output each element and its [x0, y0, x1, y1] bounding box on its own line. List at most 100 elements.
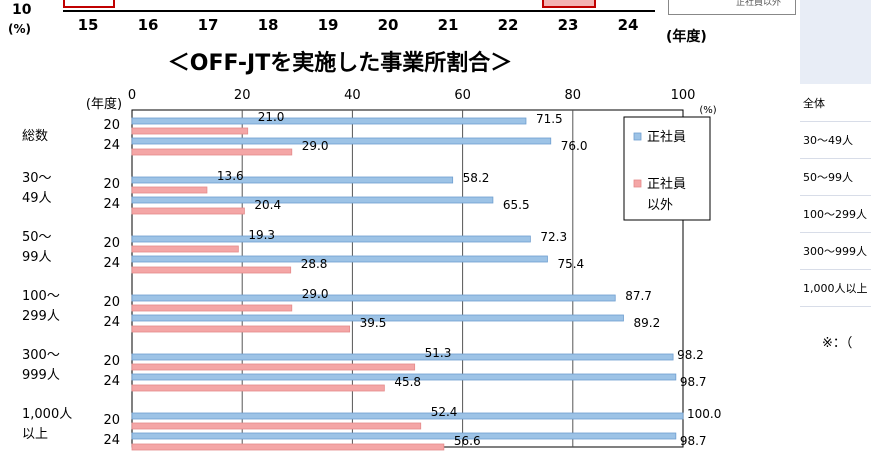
bar-nonregular	[131, 266, 292, 274]
group-label: 50〜	[22, 230, 52, 245]
x-tick-label: 40	[344, 88, 361, 103]
group-label: 99人	[22, 250, 52, 265]
side-table-row: 1,000人以上	[800, 271, 871, 307]
previous-chart-x-tick: 22	[497, 16, 519, 34]
bar-nonregular	[131, 304, 293, 312]
bar-nonregular	[131, 384, 385, 392]
side-table-header	[800, 0, 871, 84]
data-label-nonregular: 56.6	[454, 434, 481, 448]
bar-nonregular	[131, 422, 422, 430]
x-tick-label: 0	[128, 88, 136, 103]
previous-chart-legend: 正社員以外	[668, 0, 796, 15]
previous-chart-x-tick: 15	[77, 16, 99, 34]
bar-regular	[131, 432, 677, 440]
year-label: 24	[103, 315, 120, 330]
x-tick-label: 100	[671, 88, 696, 103]
previous-chart-fragment: 10 (%) 15 16 17 18 19 20 21 22 23 24 (年度) 正社員以外	[0, 0, 800, 60]
previous-chart-x-tick: 24	[617, 16, 639, 34]
data-label-regular: 75.4	[557, 257, 584, 271]
legend-swatch-nonregular	[633, 179, 642, 188]
year-label: 24	[103, 374, 120, 389]
previous-chart-y-unit: (%)	[8, 22, 31, 36]
data-label-regular: 71.5	[536, 112, 563, 126]
previous-chart-x-tick: 23	[557, 16, 579, 34]
year-label: 24	[103, 138, 120, 153]
bar-regular	[131, 353, 674, 361]
group-label: 999人	[22, 368, 60, 383]
year-label: 20	[103, 236, 120, 251]
group-label: 30〜	[22, 171, 52, 186]
chart-title: ＜OFF-JTを実施した事業所割合＞	[168, 50, 512, 76]
bar-nonregular	[131, 127, 249, 135]
bar-nonregular	[131, 207, 245, 215]
previous-chart-x-tick: 16	[137, 16, 159, 34]
bar-regular	[131, 314, 624, 322]
bar-nonregular	[131, 186, 208, 194]
previous-chart-x-tick: 19	[317, 16, 339, 34]
year-label: 24	[103, 433, 120, 448]
legend-box	[623, 116, 711, 221]
data-label-regular: 89.2	[633, 316, 660, 330]
data-label-regular: 76.0	[561, 139, 588, 153]
bar-nonregular	[131, 325, 351, 333]
group-label: 以上	[22, 427, 48, 442]
previous-chart-x-tick: 18	[257, 16, 279, 34]
bar-regular	[131, 294, 616, 302]
legend-label-nonregular: 正社員	[647, 176, 686, 192]
legend-label-nonregular: 以外	[647, 198, 673, 213]
side-table-row: 50〜99人	[800, 160, 871, 196]
group-label: 300〜	[22, 348, 60, 363]
data-label-regular: 65.5	[503, 198, 530, 212]
plot-area	[131, 109, 684, 448]
x-unit-label: (%)	[699, 105, 716, 116]
data-label-regular: 98.7	[680, 434, 707, 448]
group-label: 総数	[22, 129, 48, 144]
data-label-nonregular: 29.0	[302, 139, 329, 153]
bar-regular	[131, 137, 552, 145]
data-label-nonregular: 39.5	[360, 316, 387, 330]
data-label-nonregular: 21.0	[258, 110, 285, 124]
side-table-row: 30〜49人	[800, 123, 871, 159]
year-label: 20	[103, 413, 120, 428]
data-label-regular: 98.7	[680, 375, 707, 389]
legend-swatch-regular	[633, 132, 642, 141]
previous-chart-legend-text: 正社員以外	[735, 0, 781, 8]
bar-regular	[131, 176, 454, 184]
data-label-nonregular: 52.4	[431, 405, 458, 419]
previous-chart-box	[63, 0, 115, 8]
data-label-regular: 58.2	[463, 171, 490, 185]
legend-label-regular: 正社員	[647, 129, 686, 145]
x-tick-label: 80	[565, 88, 582, 103]
data-label-nonregular: 29.0	[302, 287, 329, 301]
side-table-note: ※：（	[822, 336, 853, 351]
previous-chart-x-axis	[63, 10, 655, 12]
group-label: 299人	[22, 309, 60, 324]
previous-chart-box-highlight	[542, 0, 596, 8]
previous-chart-x-tick: 17	[197, 16, 219, 34]
data-label-nonregular: 20.4	[254, 198, 281, 212]
data-label-regular: 100.0	[687, 407, 721, 421]
year-label: 24	[103, 197, 120, 212]
data-label-nonregular: 13.6	[217, 169, 244, 183]
x-tick-label: 20	[234, 88, 251, 103]
year-label: 20	[103, 354, 120, 369]
y-axis-title: (年度)	[86, 96, 122, 112]
side-table-row: 全体	[800, 86, 871, 122]
bar-regular	[131, 373, 677, 381]
year-label: 20	[103, 177, 120, 192]
data-label-regular: 72.3	[540, 230, 567, 244]
data-label-nonregular: 28.8	[301, 257, 328, 271]
bar-nonregular	[131, 245, 239, 253]
previous-chart-x-unit: (年度)	[666, 29, 707, 45]
previous-chart-y-value: 10	[12, 2, 32, 18]
off-jt-bar-chart: ＜OFF-JTを実施した事業所割合＞ 0 20 40 60 80 100(%) (年度) 総数 2…	[22, 50, 721, 451]
side-table: 全体 30〜49人 50〜99人 100〜299人 300〜999人 1,000人以上	[800, 0, 871, 320]
data-label-nonregular: 51.3	[425, 346, 452, 360]
data-label-nonregular: 45.8	[394, 375, 421, 389]
previous-chart-x-tick: 21	[437, 16, 459, 34]
bar-regular	[131, 235, 531, 243]
previous-chart-x-tick: 20	[377, 16, 399, 34]
bar-regular	[131, 412, 684, 420]
group-label: 49人	[22, 191, 52, 206]
bar-nonregular	[131, 443, 445, 451]
